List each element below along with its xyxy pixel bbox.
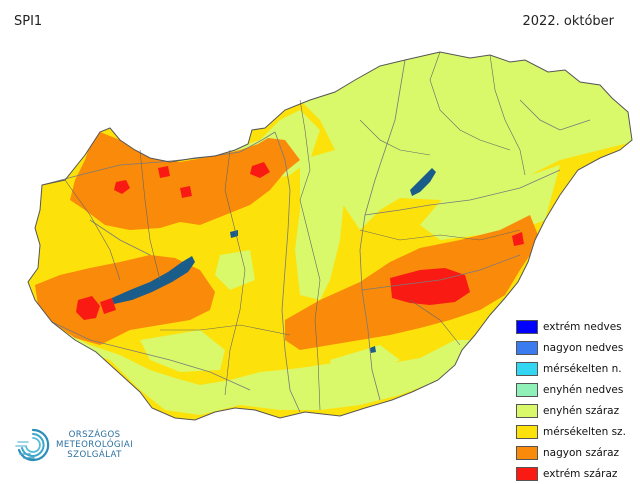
legend-label: enyhén száraz bbox=[543, 404, 620, 417]
legend-swatch bbox=[516, 403, 538, 418]
lakes bbox=[112, 168, 436, 353]
lake-tisza bbox=[410, 168, 436, 196]
legend-label: nagyon száraz bbox=[543, 446, 620, 459]
legend-item: nagyon száraz bbox=[516, 442, 636, 463]
lake-velence bbox=[230, 230, 238, 238]
legend-swatch bbox=[516, 445, 538, 460]
map-index-label: SPI1 bbox=[14, 14, 43, 29]
country-outline bbox=[27, 51, 633, 421]
legend-label: extrém száraz bbox=[543, 467, 618, 480]
lake-balaton bbox=[112, 256, 195, 304]
legend-swatch bbox=[516, 382, 538, 397]
legend-label: extrém nedves bbox=[543, 320, 622, 333]
legend-item: enyhén száraz bbox=[516, 400, 636, 421]
legend-swatch bbox=[516, 340, 538, 355]
county-borders bbox=[64, 51, 526, 411]
legend-item: mérsékelten sz. bbox=[516, 421, 636, 442]
legend-swatch bbox=[516, 466, 538, 481]
logo-line-2: METEOROLÓGIAI bbox=[56, 440, 134, 450]
lake-small-south bbox=[370, 346, 376, 353]
legend-label: mérsékelten n. bbox=[543, 362, 622, 375]
legend-label: enyhén nedves bbox=[543, 383, 624, 396]
legend-swatch bbox=[516, 319, 538, 334]
map-legend: extrém nedves nagyon nedves mérsékelten … bbox=[516, 316, 636, 484]
legend-label: mérsékelten sz. bbox=[543, 425, 626, 438]
legend-item: extrém száraz bbox=[516, 463, 636, 484]
legend-item: extrém nedves bbox=[516, 316, 636, 337]
rivers bbox=[41, 59, 591, 413]
legend-item: enyhén nedves bbox=[516, 379, 636, 400]
logo-line-3: SZOLGÁLAT bbox=[67, 450, 122, 460]
logo-line-1: ORSZÁGOS bbox=[68, 430, 121, 440]
legend-item: nagyon nedves bbox=[516, 337, 636, 358]
legend-swatch bbox=[516, 424, 538, 439]
omsz-logo-text: ORSZÁGOS METEOROLÓGIAI SZOLGÁLAT bbox=[56, 430, 133, 460]
omsz-logo: ORSZÁGOS METEOROLÓGIAI SZOLGÁLAT bbox=[12, 424, 152, 472]
map-period-label: 2022. október bbox=[522, 14, 614, 29]
omsz-swirl-logo-icon bbox=[15, 428, 50, 462]
legend-swatch bbox=[516, 361, 538, 376]
legend-label: nagyon nedves bbox=[543, 341, 624, 354]
legend-item: mérsékelten n. bbox=[516, 358, 636, 379]
